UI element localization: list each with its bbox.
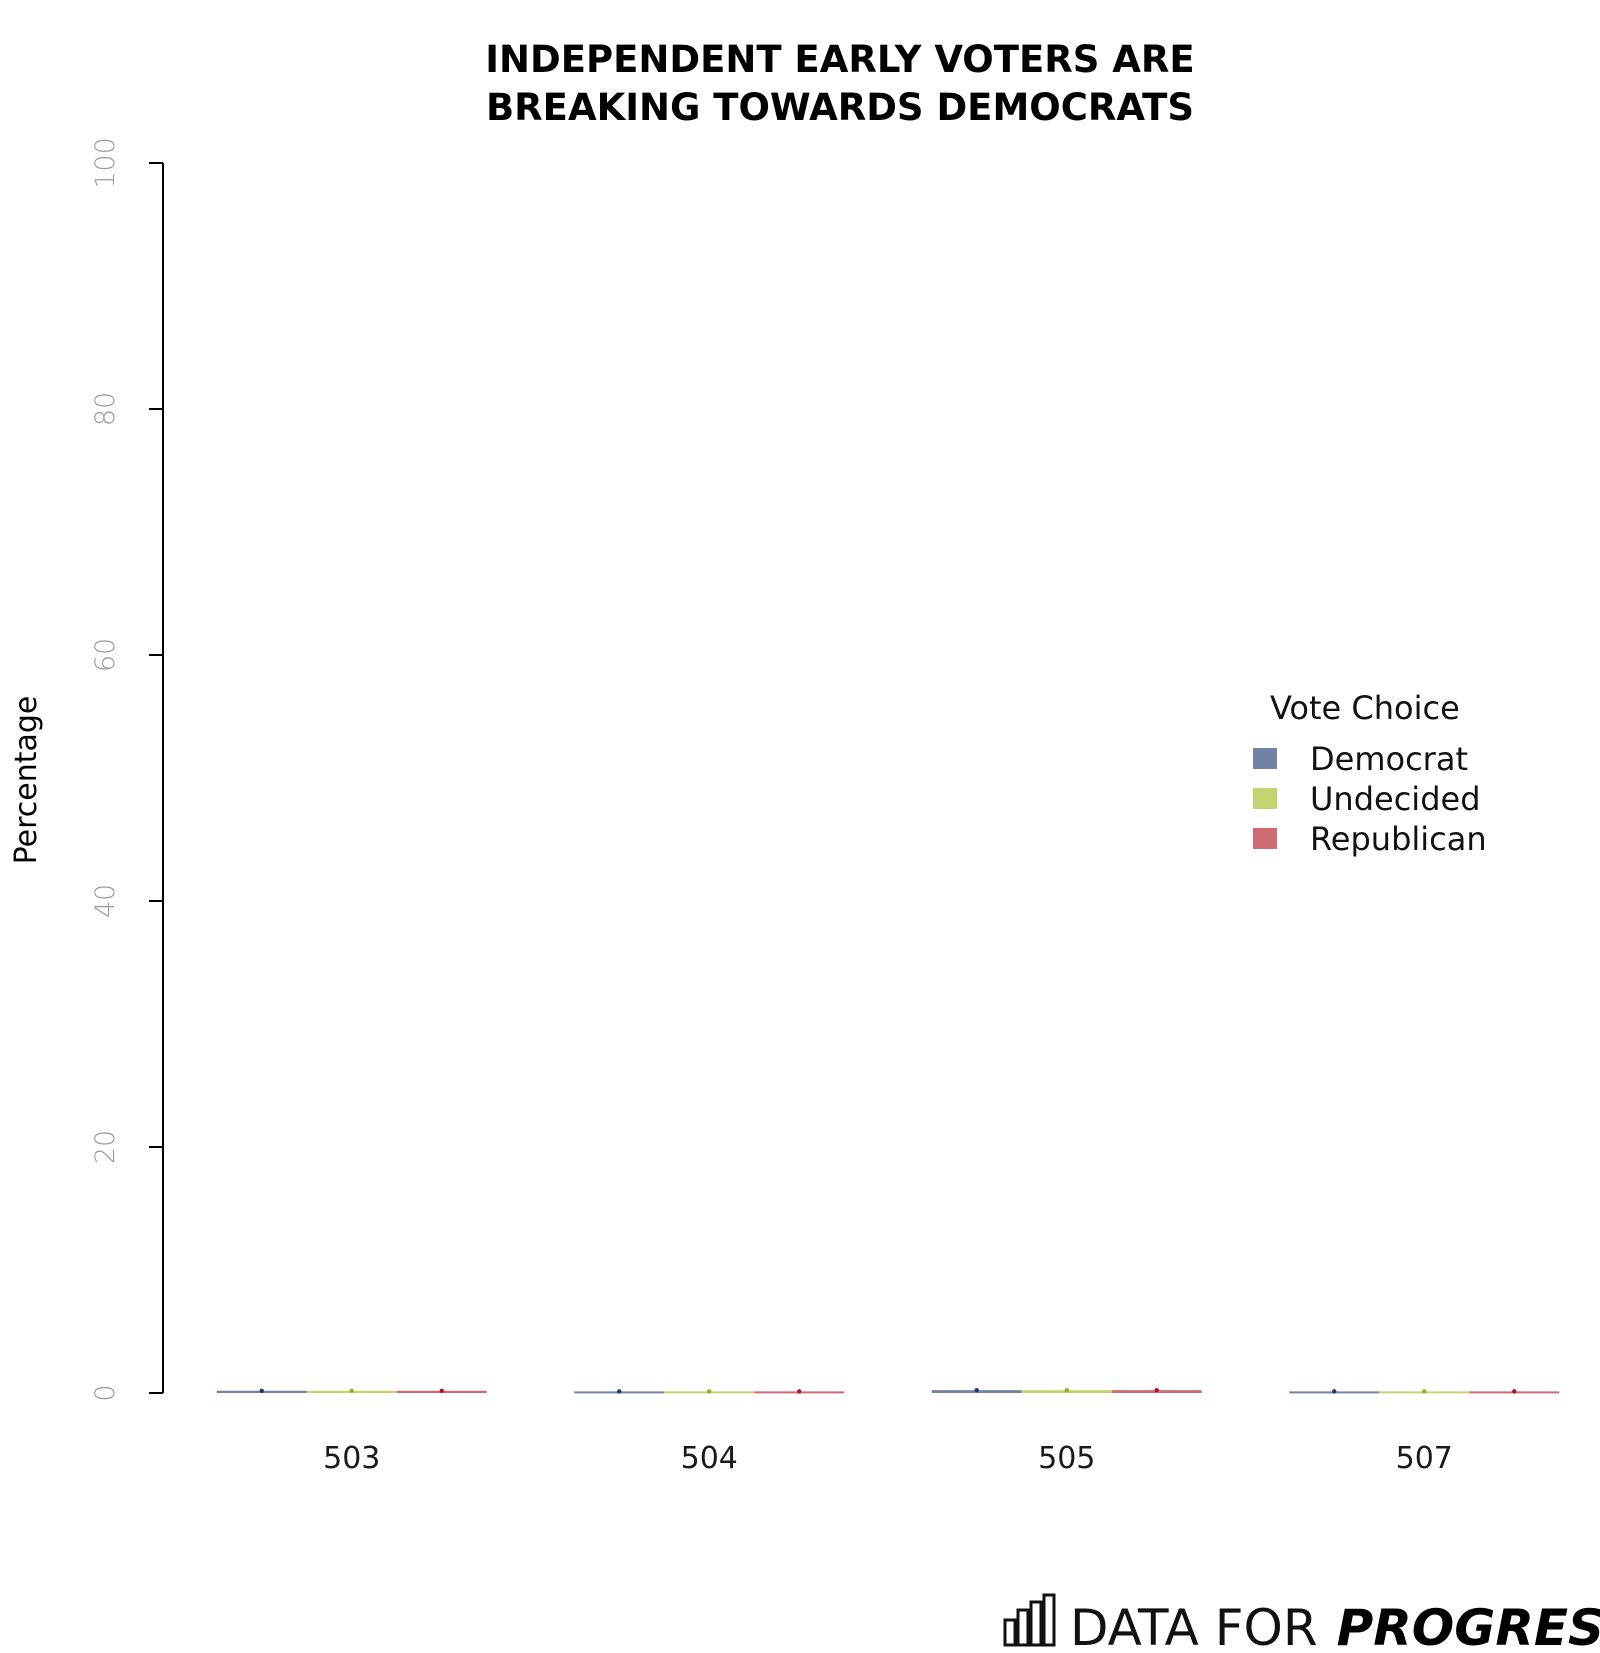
legend-swatch-republican [1253,828,1277,849]
y-tick-label: 40 [90,884,121,918]
y-tick-label: 20 [90,1130,121,1164]
bars [216,1387,1560,1394]
chart-title-line-1: INDEPENDENT EARLY VOTERS ARE [485,38,1194,81]
chart-title-line-2: BREAKING TOWARDS DEMOCRATS [486,86,1194,129]
brand-name: DATA FOR PROGRESS [1070,1599,1600,1653]
x-tick-label: 503 [323,1441,380,1476]
error-mark [797,1389,802,1394]
error-mark [974,1387,979,1393]
x-axis: 503 504 505 507 [323,1441,1453,1476]
error-mark [1332,1389,1337,1394]
x-tick-label: 507 [1396,1441,1453,1476]
error-mark [349,1388,354,1393]
legend-label-democrat: Democrat [1310,740,1468,778]
legend-swatch-democrat [1253,748,1277,769]
error-mark [439,1388,444,1393]
brand-prefix: DATA FOR [1070,1599,1318,1653]
error-mark [259,1388,264,1393]
brand-bold: PROGRESS [1337,1599,1600,1653]
error-mark [1154,1387,1159,1393]
y-tick-label: 0 [90,1384,121,1401]
error-mark [617,1389,622,1394]
legend-label-undecided: Undecided [1310,780,1481,818]
y-tick-label: 100 [90,137,121,189]
y-tick-label: 80 [90,392,121,426]
error-mark [707,1389,712,1394]
legend-title: Vote Choice [1270,689,1460,727]
legend-label-republican: Republican [1310,820,1487,858]
x-tick-label: 504 [681,1441,738,1476]
error-mark [1512,1389,1517,1394]
error-mark [1422,1389,1427,1394]
bar-chart-icon [1003,1593,1056,1647]
x-tick-label: 505 [1038,1441,1095,1476]
y-axis-label: Percentage [9,696,44,865]
legend-swatch-undecided [1253,788,1277,809]
brand-logo: DATA FOR PROGRESS [1003,1593,1600,1653]
error-mark [1064,1387,1069,1393]
y-axis: 0 20 40 60 80 100 [90,137,164,1402]
y-tick-label: 60 [90,638,121,672]
